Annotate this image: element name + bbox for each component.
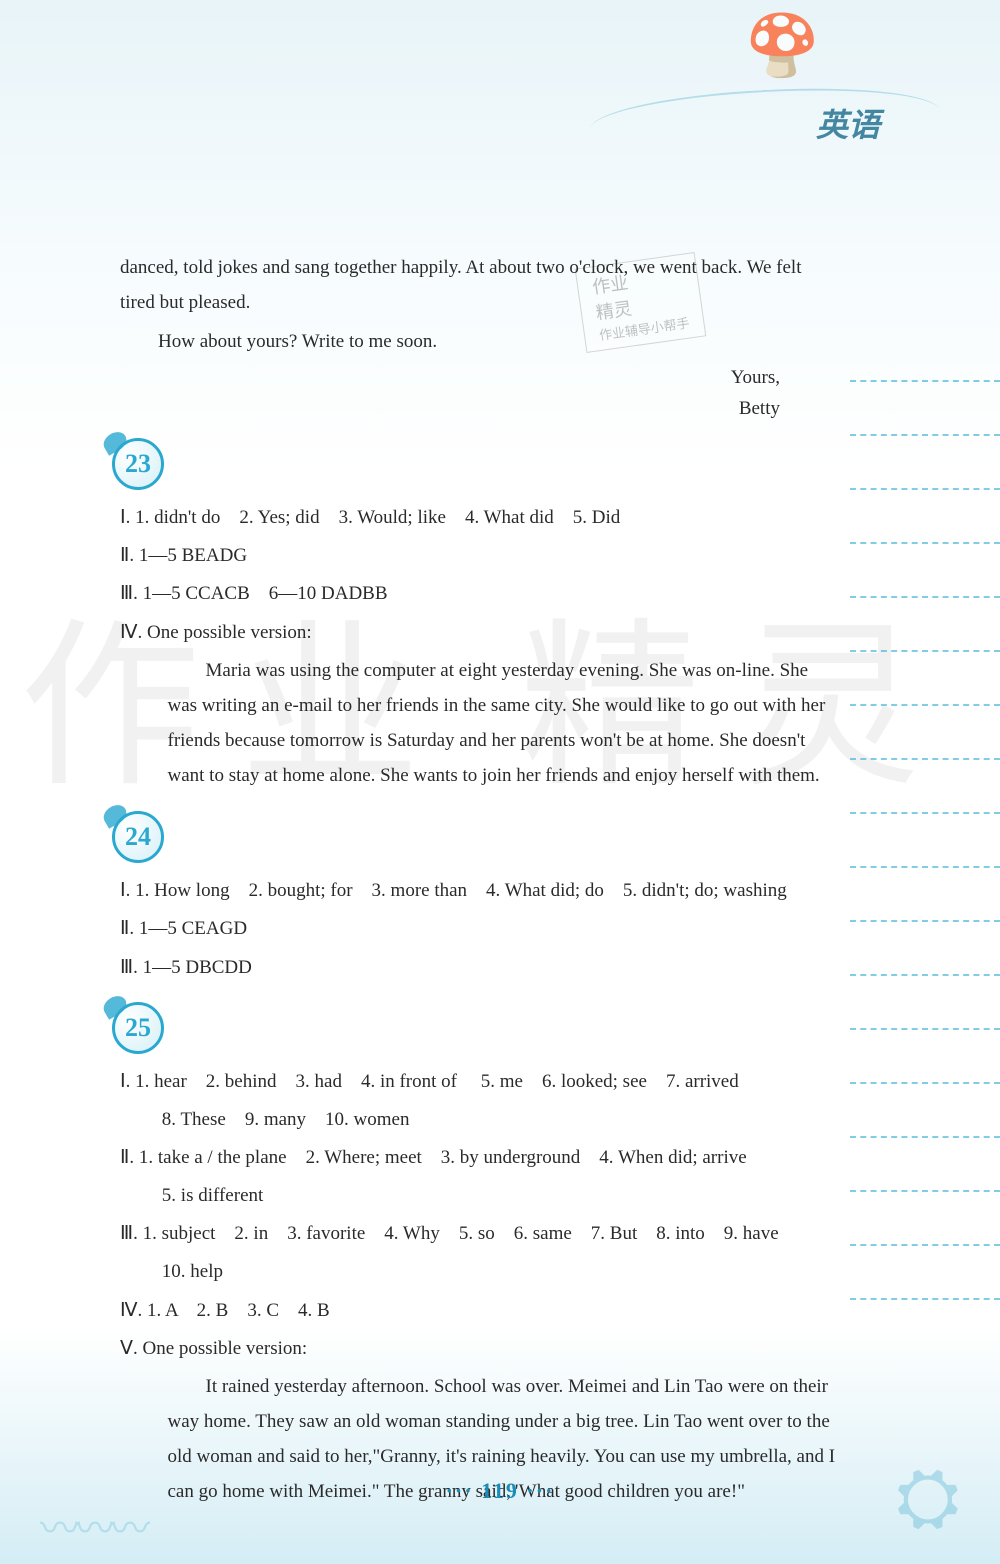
section-badge-25: 25 xyxy=(112,1002,164,1054)
grass-deco: 〰〰〰 xyxy=(40,1496,145,1554)
answer-line: Ⅱ. 1—5 BEADG xyxy=(120,538,840,573)
main-content: danced, told jokes and sang together hap… xyxy=(120,250,840,1513)
section-badge-24: 24 xyxy=(112,811,164,863)
answer-line: Ⅳ. 1. A 2. B 3. C 4. B xyxy=(120,1293,840,1328)
margin-lines xyxy=(850,380,1000,1352)
answer-line: 5. is different xyxy=(120,1178,840,1213)
mushroom-deco: 🍄 xyxy=(745,10,820,81)
essay-text: Maria was using the computer at eight ye… xyxy=(120,653,840,794)
answer-line: Ⅱ. 1—5 CEAGD xyxy=(120,911,840,946)
answer-line: Ⅲ. 1—5 CCACB 6—10 DADBB xyxy=(120,576,840,611)
answer-line: Ⅰ. 1. How long 2. bought; for 3. more th… xyxy=(120,873,840,908)
answer-line: Ⅰ. 1. didn't do 2. Yes; did 3. Would; li… xyxy=(120,500,840,535)
answer-line: 8. These 9. many 10. women xyxy=(120,1102,840,1137)
page-number: ··· 119 ··· xyxy=(0,1478,1000,1504)
intro-p2: How about yours? Write to me soon. xyxy=(120,324,840,359)
section-badge-23: 23 xyxy=(112,438,164,490)
signature-1: Yours, xyxy=(120,363,840,393)
answer-line: Ⅲ. 1. subject 2. in 3. favorite 4. Why 5… xyxy=(120,1216,840,1251)
subject-title: 英语 xyxy=(816,100,880,146)
signature-2: Betty xyxy=(120,394,840,424)
windmill-deco: ⛭ xyxy=(896,1453,960,1544)
answer-line: Ⅱ. 1. take a / the plane 2. Where; meet … xyxy=(120,1140,840,1175)
intro-p1: danced, told jokes and sang together hap… xyxy=(120,250,840,320)
answer-line: 10. help xyxy=(120,1254,840,1289)
answer-line: Ⅳ. One possible version: xyxy=(120,615,840,650)
vine-deco xyxy=(589,81,942,159)
answer-line: Ⅲ. 1—5 DBCDD xyxy=(120,950,840,985)
answer-line: Ⅰ. 1. hear 2. behind 3. had 4. in front … xyxy=(120,1064,840,1099)
answer-line: Ⅴ. One possible version: xyxy=(120,1331,840,1366)
